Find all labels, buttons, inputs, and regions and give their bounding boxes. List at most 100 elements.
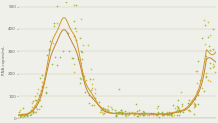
Point — [119, 109, 123, 111]
Point — [206, 79, 210, 81]
Point — [101, 107, 104, 109]
Point — [17, 111, 21, 113]
Point — [199, 79, 202, 81]
Point — [207, 45, 211, 47]
Point — [144, 113, 147, 115]
Point — [190, 100, 193, 102]
Point — [39, 105, 43, 107]
Point — [208, 80, 212, 82]
Point — [113, 109, 117, 111]
Point — [135, 115, 138, 117]
Point — [181, 111, 184, 113]
Point — [114, 114, 117, 116]
Point — [132, 114, 135, 116]
Point — [166, 114, 169, 116]
Point — [175, 105, 179, 107]
Point — [165, 112, 169, 114]
Point — [36, 108, 39, 110]
Point — [172, 104, 175, 106]
Point — [120, 111, 123, 113]
Point — [135, 103, 138, 105]
Point — [167, 114, 170, 116]
Point — [101, 107, 104, 109]
Point — [25, 114, 29, 116]
Point — [50, 63, 54, 65]
Point — [167, 111, 170, 113]
Point — [187, 99, 191, 101]
Point — [80, 62, 83, 64]
Point — [208, 49, 212, 51]
Point — [31, 111, 35, 113]
Point — [162, 114, 165, 116]
Point — [124, 113, 128, 115]
Point — [74, 4, 77, 6]
Point — [24, 113, 27, 115]
Point — [27, 111, 31, 113]
Point — [156, 113, 160, 115]
Point — [28, 114, 31, 116]
Point — [187, 102, 190, 104]
Point — [156, 105, 160, 107]
Point — [166, 113, 169, 115]
Point — [192, 113, 195, 115]
Point — [80, 78, 83, 80]
Point — [20, 115, 24, 116]
Point — [193, 104, 196, 106]
Point — [140, 112, 143, 114]
Point — [72, 63, 76, 65]
Point — [40, 86, 44, 88]
Point — [36, 88, 40, 90]
Point — [25, 114, 28, 116]
Point — [101, 113, 105, 115]
Point — [186, 109, 190, 111]
Point — [116, 111, 119, 113]
Point — [55, 22, 59, 24]
Point — [90, 87, 94, 89]
Point — [164, 112, 167, 114]
Point — [167, 112, 170, 114]
Point — [29, 113, 33, 115]
Point — [58, 56, 62, 58]
Point — [80, 72, 84, 74]
Point — [81, 44, 85, 46]
Point — [90, 104, 94, 106]
Point — [170, 113, 173, 115]
Point — [31, 111, 34, 113]
Point — [207, 21, 210, 23]
Point — [105, 108, 109, 110]
Point — [194, 105, 197, 107]
Point — [204, 58, 208, 60]
Point — [87, 94, 91, 96]
Point — [78, 37, 81, 39]
Point — [173, 107, 176, 109]
Point — [55, 5, 59, 7]
Point — [23, 115, 26, 117]
Point — [26, 115, 29, 117]
Point — [23, 114, 27, 116]
Point — [178, 111, 182, 113]
Point — [204, 75, 208, 77]
Point — [192, 106, 196, 108]
Point — [201, 87, 204, 89]
Point — [126, 114, 129, 116]
Point — [179, 91, 182, 93]
Point — [51, 42, 55, 44]
Point — [40, 81, 43, 83]
Point — [141, 113, 144, 115]
Point — [176, 106, 180, 108]
Point — [127, 113, 131, 115]
Point — [175, 114, 179, 116]
Point — [72, 35, 75, 37]
Point — [170, 115, 174, 117]
Point — [80, 18, 83, 20]
Point — [155, 114, 159, 116]
Point — [40, 89, 43, 91]
Point — [106, 105, 110, 107]
Point — [211, 48, 215, 50]
Point — [98, 111, 102, 113]
Point — [161, 114, 164, 116]
Point — [110, 108, 113, 110]
Point — [155, 107, 158, 109]
Point — [154, 114, 157, 116]
Point — [175, 109, 179, 111]
